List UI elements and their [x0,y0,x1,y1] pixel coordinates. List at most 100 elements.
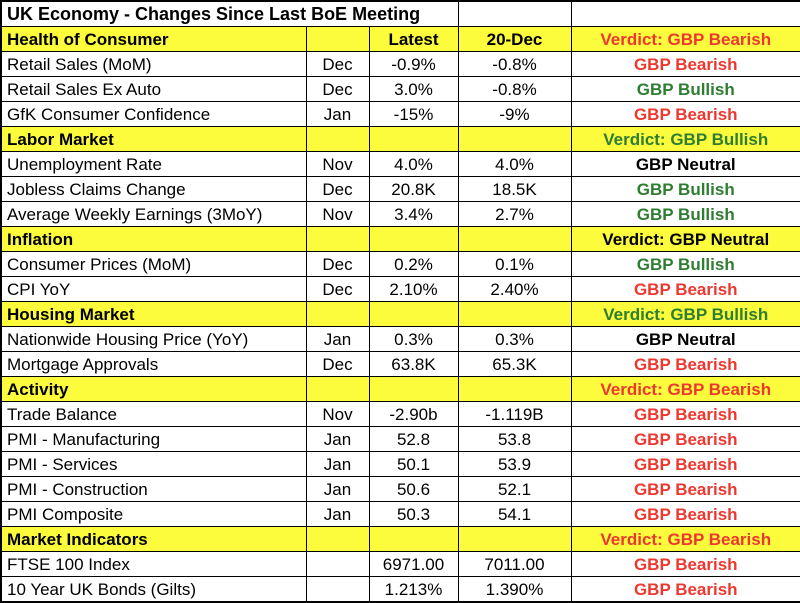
column-header-latest [368,526,459,552]
column-header-latest [368,126,459,152]
indicator-name: CPI YoY [0,276,307,302]
section-title: Health of Consumer [0,26,307,52]
column-header-previous [457,226,572,252]
previous-value: 0.3% [457,326,572,352]
month-value: Jan [305,476,370,502]
verdict-value: GBP Bearish [570,576,800,603]
month-value: Dec [305,251,370,277]
verdict-value: GBP Neutral [570,151,800,177]
month-value: Jan [305,101,370,127]
previous-value: 65.3K [457,351,572,377]
table-row: Trade Balance Nov -2.90b -1.119B GBP Bearish [0,401,800,427]
month-value: Nov [305,401,370,427]
verdict-value: GBP Neutral [570,326,800,352]
indicator-name: Jobless Claims Change [0,176,307,202]
latest-value: 63.8K [368,351,459,377]
section-row: Health of Consumer Latest 20-Dec Verdict: G… [0,26,800,52]
latest-value: 52.8 [368,426,459,452]
column-header-previous: 20-Dec [457,26,572,52]
section-verdict: Verdict: GBP Bearish [570,26,800,52]
latest-value: 50.6 [368,476,459,502]
indicator-name: FTSE 100 Index [0,551,307,577]
table-row: Average Weekly Earnings (3MoY) Nov 3.4% 2.7… [0,201,800,227]
month-value: Dec [305,176,370,202]
section-row: Activity Verdict: GBP Bearish [0,376,800,402]
section-row: Inflation Verdict: GBP Neutral [0,226,800,252]
latest-value: 0.3% [368,326,459,352]
section-verdict: Verdict: GBP Bearish [570,376,800,402]
section-title: Inflation [0,226,307,252]
latest-value: 50.3 [368,501,459,527]
table-row: Nationwide Housing Price (YoY) Jan 0.3% 0.3… [0,326,800,352]
previous-value: 2.40% [457,276,572,302]
column-header-latest [368,226,459,252]
previous-value: -1.119B [457,401,572,427]
section-verdict: Verdict: GBP Bullish [570,301,800,327]
verdict-value: GBP Bullish [570,76,800,102]
table-row: GfK Consumer Confidence Jan -15% -9% GBP Bea… [0,101,800,127]
previous-value: 53.9 [457,451,572,477]
latest-value: 3.4% [368,201,459,227]
month-value: Dec [305,76,370,102]
section-row: Labor Market Verdict: GBP Bullish [0,126,800,152]
verdict-value: GBP Bearish [570,101,800,127]
section-row: Market Indicators Verdict: GBP Bearish [0,526,800,552]
latest-value: -15% [368,101,459,127]
previous-value: 1.390% [457,576,572,603]
previous-value: -0.8% [457,76,572,102]
section-month-blank [305,26,370,52]
previous-value: 4.0% [457,151,572,177]
month-value: Jan [305,326,370,352]
section-month-blank [305,301,370,327]
indicator-name: PMI - Construction [0,476,307,502]
verdict-value: GBP Bearish [570,451,800,477]
indicator-name: PMI Composite [0,501,307,527]
latest-value: 0.2% [368,251,459,277]
section-verdict: Verdict: GBP Neutral [570,226,800,252]
indicator-name: Retail Sales (MoM) [0,51,307,77]
table-row: Retail Sales (MoM) Dec -0.9% -0.8% GBP Beari… [0,51,800,77]
section-title: Housing Market [0,301,307,327]
section-month-blank [305,126,370,152]
table-row: FTSE 100 Index 6971.00 7011.00 GBP Bearish [0,551,800,577]
indicator-name: Consumer Prices (MoM) [0,251,307,277]
month-value: Dec [305,351,370,377]
column-header-previous [457,526,572,552]
verdict-value: GBP Bearish [570,426,800,452]
section-row: Housing Market Verdict: GBP Bullish [0,301,800,327]
latest-value: 20.8K [368,176,459,202]
verdict-value: GBP Bearish [570,476,800,502]
month-value: Jan [305,426,370,452]
month-value: Jan [305,501,370,527]
month-value [305,551,370,577]
indicator-name: 10 Year UK Bonds (Gilts) [0,576,307,603]
previous-value: 52.1 [457,476,572,502]
section-title: Activity [0,376,307,402]
indicator-name: Retail Sales Ex Auto [0,76,307,102]
section-month-blank [305,376,370,402]
section-month-blank [305,226,370,252]
latest-value: 3.0% [368,76,459,102]
latest-value: 2.10% [368,276,459,302]
month-value [305,576,370,603]
table-row: Consumer Prices (MoM) Dec 0.2% 0.1% GBP Bull… [0,251,800,277]
previous-value: 18.5K [457,176,572,202]
column-header-latest [368,376,459,402]
title-blank-cell-2 [570,0,800,27]
month-value: Dec [305,276,370,302]
indicator-name: Unemployment Rate [0,151,307,177]
column-header-latest: Latest [368,26,459,52]
table-row: Retail Sales Ex Auto Dec 3.0% -0.8% GBP Bull… [0,76,800,102]
indicator-name: Trade Balance [0,401,307,427]
indicator-name: PMI - Manufacturing [0,426,307,452]
table-row: 10 Year UK Bonds (Gilts) 1.213% 1.390% GBP … [0,576,800,603]
table-row: PMI - Services Jan 50.1 53.9 GBP Bearish [0,451,800,477]
month-value: Jan [305,451,370,477]
previous-value: 54.1 [457,501,572,527]
table-row: Unemployment Rate Nov 4.0% 4.0% GBP Neutral [0,151,800,177]
verdict-value: GBP Bearish [570,51,800,77]
latest-value: 6971.00 [368,551,459,577]
verdict-value: GBP Bearish [570,501,800,527]
latest-value: -0.9% [368,51,459,77]
